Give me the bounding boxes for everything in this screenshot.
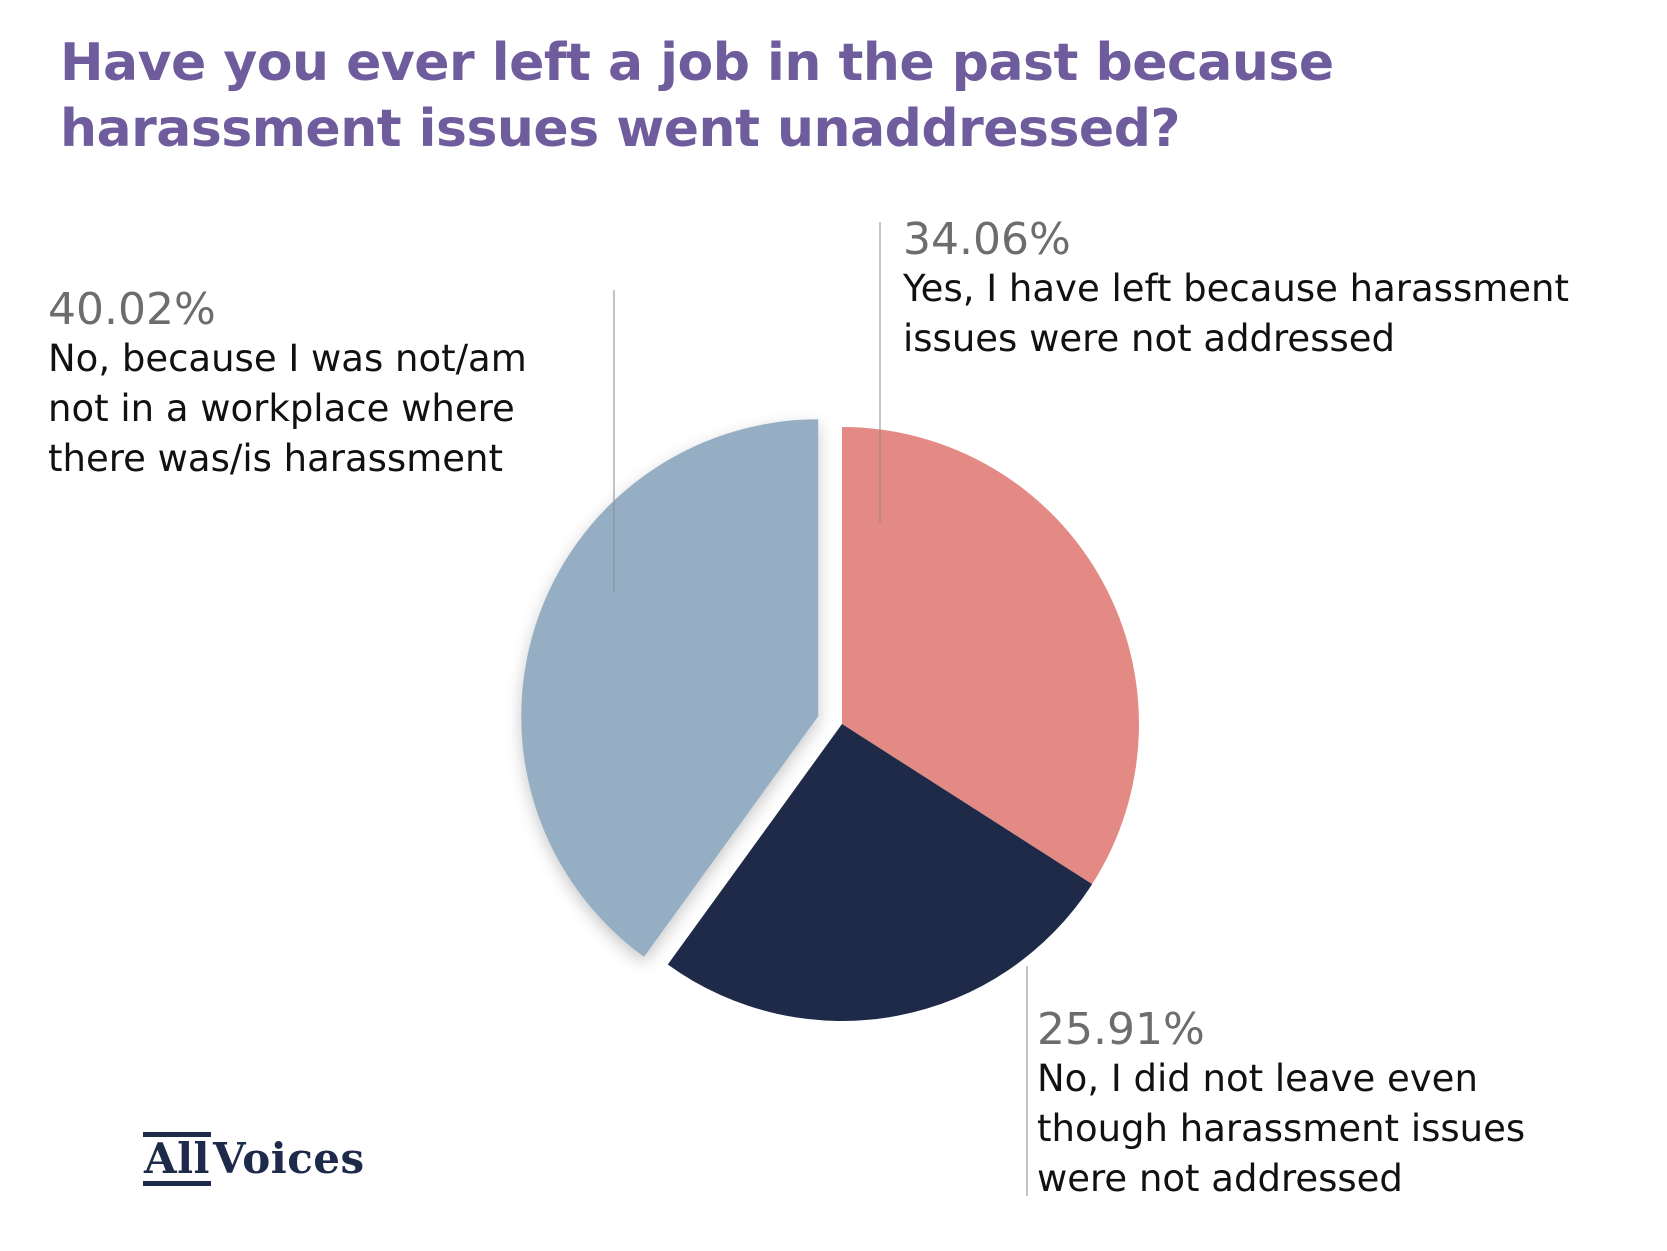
chart-title: Have you ever left a job in the past bec… (60, 30, 1510, 162)
logo-voices-text: Voices (213, 1134, 365, 1183)
allvoices-logo: All Voices (143, 1128, 365, 1190)
leader-lines (613, 222, 1028, 1196)
slice-label-no-harassment-line-2: not in a workplace where (48, 387, 515, 430)
slice-label-no-harassment-line-1: No, because I was not/am (48, 337, 527, 380)
slice-label-did-not-leave-line-1: No, I did not leave even (1037, 1057, 1478, 1100)
slice-label-did-not-leave: 25.91% No, I did not leave even though h… (1037, 1006, 1525, 1204)
slice-label-yes-left-line-1: Yes, I have left because harassment (903, 267, 1569, 310)
logo-all-text: All (143, 1132, 211, 1186)
pie-slices (521, 419, 1139, 1021)
pie-slice-did-not-leave (667, 724, 1093, 1021)
slice-label-no-harassment-line-3: there was/is harassment (48, 437, 503, 480)
slice-label-yes-left-line-2: issues were not addressed (903, 317, 1396, 360)
pie-slice-no-harassment (521, 419, 819, 957)
slice-label-no-harassment: 40.02% No, because I was not/am not in a… (48, 286, 527, 484)
slice-label-did-not-leave-percent: 25.91% (1037, 1004, 1205, 1055)
slice-label-did-not-leave-line-3: were not addressed (1037, 1157, 1403, 1200)
slice-label-yes-left-percent: 34.06% (903, 214, 1071, 265)
pie-slice-yes-left (842, 427, 1139, 885)
chart-title-line-2: harassment issues went unaddressed? (60, 99, 1181, 159)
slice-label-yes-left: 34.06% Yes, I have left because harassme… (903, 216, 1569, 364)
slice-label-no-harassment-percent: 40.02% (48, 284, 216, 335)
slice-label-did-not-leave-line-2: though harassment issues (1037, 1107, 1526, 1150)
chart-title-line-1: Have you ever left a job in the past bec… (60, 33, 1334, 93)
